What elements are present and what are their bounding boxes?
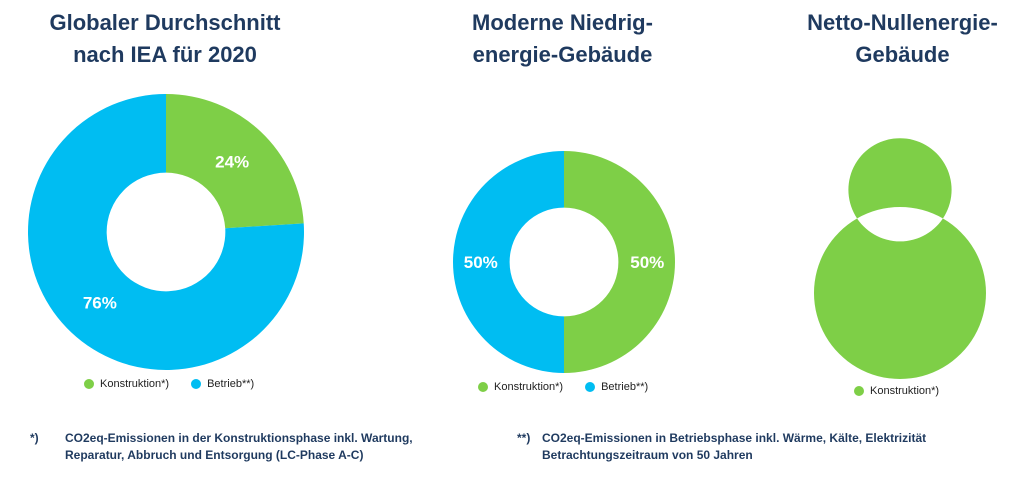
chart2-legend-operation: Betrieb**) bbox=[585, 381, 648, 393]
chart2-slice-0-label: 50% bbox=[630, 253, 664, 272]
chart3-legend: Konstruktion*) bbox=[854, 385, 939, 397]
chart1-title: Globaler Durchschnitt nach IEA für 2020 bbox=[20, 7, 310, 71]
footnote-construction: *) CO2eq-Emissionen in der Konstruktions… bbox=[30, 430, 413, 464]
chart2-legend-operation-label: Betrieb**) bbox=[601, 381, 649, 393]
chart1-legend-construction-label: Konstruktion*) bbox=[100, 378, 170, 390]
chart2-legend-construction: Konstruktion*) bbox=[478, 381, 563, 393]
chart1-donut: 24% 76% bbox=[28, 94, 305, 371]
chart3-legend-construction: Konstruktion*) bbox=[854, 385, 939, 397]
chart2-legend-construction-label: Konstruktion*) bbox=[494, 381, 564, 393]
chart2-title: Moderne Niedrig- energie-Gebäude bbox=[420, 7, 705, 71]
chart2-legend-operation-swatch bbox=[585, 382, 596, 392]
chart3-slice-0-label: 100% bbox=[878, 215, 921, 234]
chart2-slice-1-label: 50% bbox=[464, 253, 498, 272]
chart1-slice-0 bbox=[166, 94, 304, 229]
chart1-slice-1 bbox=[28, 94, 305, 371]
footnote-operation-marker: **) bbox=[517, 431, 531, 445]
chart1-legend: Konstruktion*) Betrieb**) bbox=[84, 378, 254, 390]
chart1-legend-construction-swatch bbox=[84, 379, 94, 389]
chart1-legend-operation-swatch bbox=[191, 379, 202, 389]
chart3-title: Netto-Nullenergie- Gebäude bbox=[790, 7, 1015, 71]
footnote-operation: **) CO2eq-Emissionen in Betriebsphase in… bbox=[517, 430, 926, 464]
chart3-legend-construction-swatch bbox=[854, 386, 864, 396]
footnote-construction-text: CO2eq-Emissionen in der Konstruktionspha… bbox=[65, 431, 413, 462]
chart2-legend: Konstruktion*) Betrieb**) bbox=[478, 381, 648, 393]
chart1-slice-1-label: 76% bbox=[83, 293, 117, 312]
chart3-slice-0 bbox=[813, 138, 986, 379]
chart1-legend-operation: Betrieb**) bbox=[191, 378, 254, 390]
chart3-legend-construction-label: Konstruktion*) bbox=[870, 385, 940, 397]
chart3-donut: 100% bbox=[813, 138, 986, 379]
chart2-title-text: Moderne Niedrig- energie-Gebäude bbox=[472, 10, 653, 67]
footnote-construction-marker: *) bbox=[30, 431, 39, 445]
footnote-operation-text: CO2eq-Emissionen in Betriebsphase inkl. … bbox=[542, 431, 927, 462]
chart1-slice-0-label: 24% bbox=[215, 153, 249, 172]
chart3-title-text: Netto-Nullenergie- Gebäude bbox=[807, 10, 998, 67]
chart1-title-line1: Globaler Durchschnitt nach IEA für 2020 bbox=[49, 10, 281, 67]
chart2-slice-0 bbox=[564, 151, 675, 373]
chart1-legend-construction: Konstruktion*) bbox=[84, 378, 169, 390]
chart2-legend-construction-swatch bbox=[478, 382, 488, 392]
chart1-legend-operation-label: Betrieb**) bbox=[207, 378, 255, 390]
chart2-slice-1 bbox=[453, 151, 564, 373]
chart2-donut: 50% 50% bbox=[453, 151, 675, 373]
